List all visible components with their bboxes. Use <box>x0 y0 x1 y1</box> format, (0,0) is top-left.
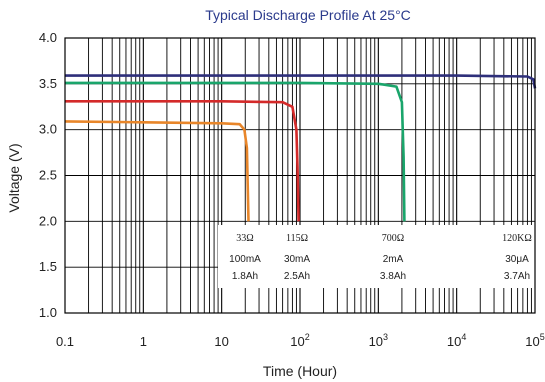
annotation-resistance: 120KΩ <box>502 233 532 244</box>
annotation-resistance: 700Ω <box>382 233 404 244</box>
series-line <box>65 100 300 222</box>
annotation-panel: 33Ω 100mA 1.8Ah 115Ω 30mA 2.5Ah 700Ω 2mA 3.8Ah 12… <box>218 225 535 288</box>
annotation-box <box>218 225 535 288</box>
annotation-current: 100mA <box>229 254 261 265</box>
annotation-resistance: 115Ω <box>286 233 308 244</box>
annotation-capacity: 3.8Ah <box>380 271 406 282</box>
annotation-capacity: 1.8Ah <box>232 271 258 282</box>
annotation-capacity: 3.7Ah <box>504 271 530 282</box>
plot-frame <box>64 37 536 314</box>
x-tick-label: 105 <box>525 332 544 349</box>
y-axis-label: Voltage (V) <box>6 143 22 212</box>
y-tick-label: 1.5 <box>39 259 57 274</box>
x-tick-labels: 0.1 1 10 102 103 104 105 <box>56 332 545 349</box>
x-axis-label: Time (Hour) <box>263 363 337 379</box>
y-tick-label: 3.0 <box>39 122 57 137</box>
x-tick-label: 1 <box>140 334 147 349</box>
annotation-capacity: 2.5Ah <box>284 271 310 282</box>
y-tick-label: 3.5 <box>39 76 57 91</box>
y-tick-label: 2.0 <box>39 213 57 228</box>
annotation-current: 30mA <box>284 254 310 265</box>
y-tick-label: 1.0 <box>39 305 57 320</box>
chart-title: Typical Discharge Profile At 25°C <box>205 7 411 23</box>
annotation-resistance: 33Ω <box>236 233 253 244</box>
series-line <box>65 74 537 89</box>
x-tick-label: 10 <box>214 334 228 349</box>
x-tick-label: 102 <box>290 332 309 349</box>
annotation-current: 30μA <box>505 254 529 265</box>
y-tick-labels: 1.0 1.5 2.0 2.5 3.0 3.5 4.0 <box>39 30 57 320</box>
x-tick-label: 0.1 <box>56 334 74 349</box>
y-tick-label: 4.0 <box>39 30 57 45</box>
annotation-current: 2mA <box>383 254 404 265</box>
series-line <box>65 81 406 222</box>
series-line <box>64 120 250 222</box>
series-lines <box>64 74 537 222</box>
y-tick-label: 2.5 <box>39 168 57 183</box>
x-tick-label: 103 <box>369 332 388 349</box>
x-tick-label: 104 <box>447 332 466 349</box>
